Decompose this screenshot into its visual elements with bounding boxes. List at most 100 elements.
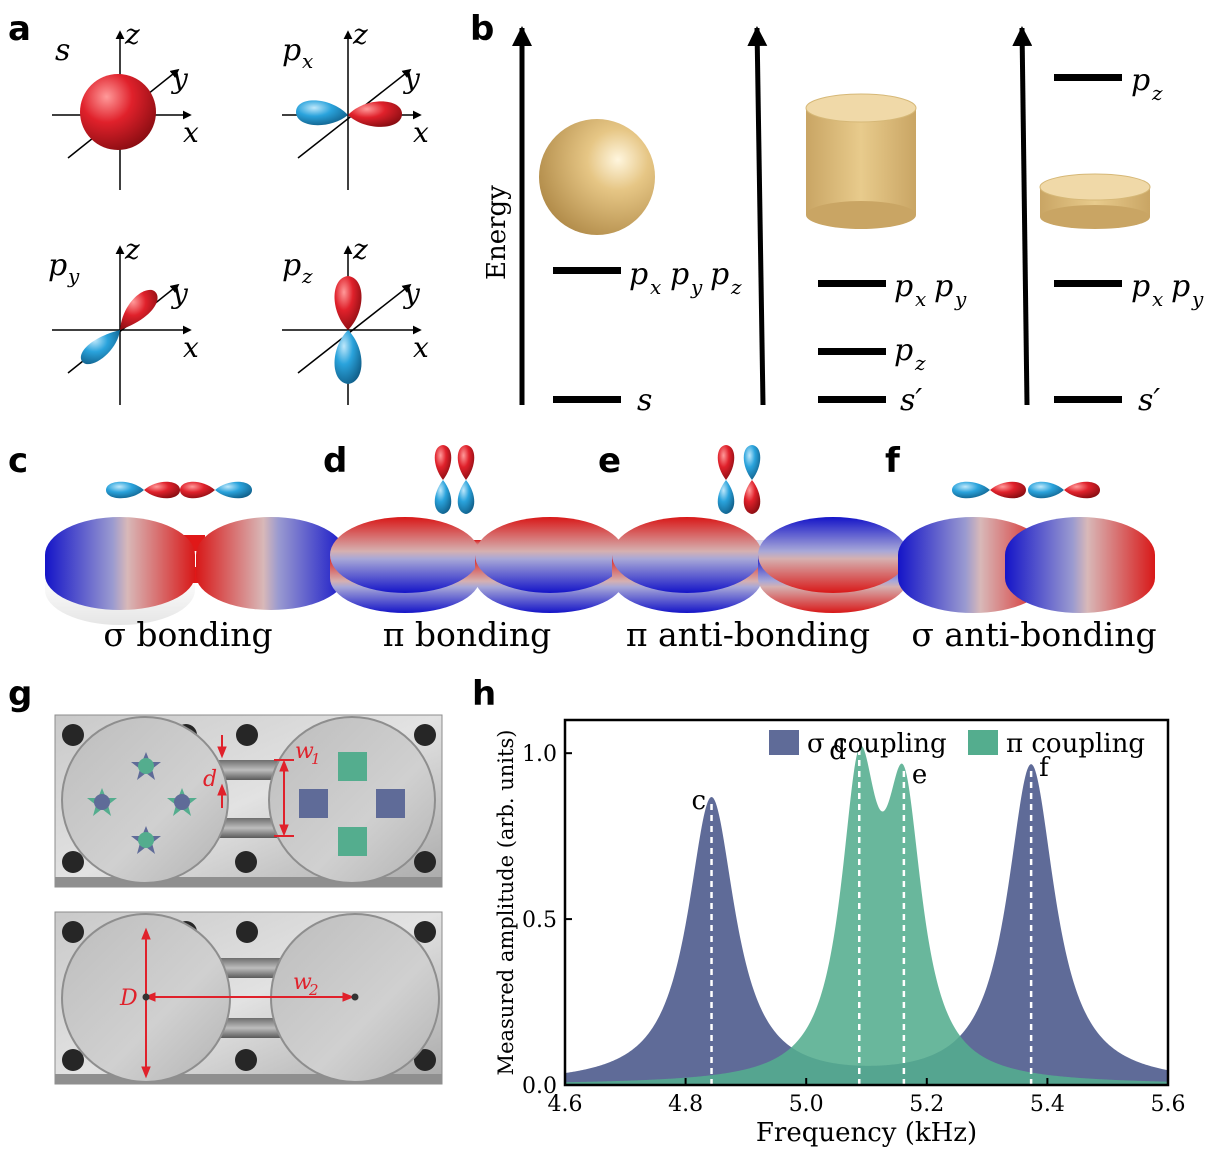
panel-letter-h: h <box>472 674 496 714</box>
pi-square-top <box>338 752 367 781</box>
column-flat-cylinder: p z p x p y s′ <box>1039 63 1204 418</box>
peak-label-c: c <box>692 786 707 816</box>
sigma-square-left <box>299 789 328 818</box>
level-label-pxpy: p <box>894 269 913 304</box>
panel-letter-d: d <box>323 441 347 481</box>
label-w2: w <box>293 970 312 995</box>
level-s-prime <box>1054 396 1122 403</box>
level-p-y: p <box>670 257 689 292</box>
label-d: d <box>203 767 217 792</box>
pi-bonding-orbital-icon <box>434 445 475 514</box>
column-sphere: p x p y p z s <box>539 119 742 418</box>
level-pxpy <box>818 280 886 287</box>
orbital-py-sub: y <box>67 264 80 288</box>
label-w2-sub: 2 <box>308 981 319 999</box>
legend-swatch <box>769 730 799 755</box>
series-area-sigma <box>565 764 1168 1085</box>
pi-antibonding-dimer <box>612 517 908 613</box>
x-tick-label: 5.0 <box>789 1092 824 1117</box>
panel-h: h c d e f 4.6 4.8 5.0 5.2 5.4 5.6 0.0 0.5 1.0 Frequen… <box>472 674 1186 1148</box>
y-axis-label: Measured amplitude (arb. units) <box>494 730 518 1076</box>
axis-x-label: x <box>413 116 429 149</box>
x-tick-label: 4.8 <box>668 1092 703 1117</box>
tall-cylinder-resonator <box>805 93 917 123</box>
panel-letter-g: g <box>8 674 32 714</box>
pz-lobe-negative <box>334 330 362 384</box>
x-axis-label: Frequency (kHz) <box>756 1118 977 1148</box>
caption-sigma-antibonding: σ anti-bonding <box>911 615 1156 654</box>
panel-c: c σ bonding <box>8 441 346 654</box>
level-label-s-prime: s′ <box>1138 383 1160 418</box>
px-lobe-negative <box>296 100 348 126</box>
axis-z-label: z <box>124 233 140 266</box>
pi-square-bottom <box>338 827 367 856</box>
y-tick-label: 0.0 <box>522 1074 557 1099</box>
orbital-s: s z y x <box>52 18 199 190</box>
panel-g: g d <box>8 674 443 1085</box>
peak-label-f: f <box>1039 753 1051 783</box>
label-w1: w <box>295 739 314 764</box>
axis-y-label: y <box>402 62 421 95</box>
x-tick-label: 5.6 <box>1151 1092 1186 1117</box>
level-sub-y: y <box>954 287 967 311</box>
column-tall-cylinder: p x p y p z s′ <box>805 93 967 418</box>
orbital-pz: p z z y x <box>282 233 429 405</box>
panel-d: d π bonding <box>323 441 625 654</box>
label-D: D <box>119 986 138 1011</box>
energy-arrow-2 <box>747 26 768 406</box>
level-sub-z: z <box>1151 81 1163 105</box>
px-lobe-positive <box>348 101 402 127</box>
series-areas <box>565 745 1168 1085</box>
pi-antibonding-orbital-icon <box>717 445 761 514</box>
left-disk <box>45 517 195 593</box>
caption-pi-antibonding: π anti-bonding <box>626 615 870 654</box>
legend-label: π coupling <box>1006 729 1145 759</box>
axis-y-label: y <box>402 277 421 310</box>
level-p-y: p <box>934 269 953 304</box>
sigma-antibonding-dimer <box>898 517 1155 613</box>
x-tick-label: 4.6 <box>548 1092 583 1117</box>
level-sub-y: y <box>690 275 703 299</box>
pi-marker-top <box>131 752 161 780</box>
level-label-pxpy: p <box>1131 269 1150 304</box>
plot-frame <box>563 718 1170 1087</box>
axis-z-label: z <box>124 18 140 51</box>
axis-y-label: y <box>170 62 189 95</box>
axes: 4.6 4.8 5.0 5.2 5.4 5.6 0.0 0.5 1.0 <box>522 742 1186 1117</box>
sigma-marker-left <box>87 788 117 816</box>
x-tick-label: 5.2 <box>909 1092 944 1117</box>
level-pxpypz <box>553 267 621 274</box>
right-disk <box>758 517 908 593</box>
level-s <box>553 396 621 403</box>
axis-x-label: x <box>413 331 429 364</box>
level-p-y: p <box>1171 269 1190 304</box>
x-tick-label: 5.4 <box>1030 1092 1065 1117</box>
left-disk <box>612 517 762 593</box>
peak-label-e: e <box>912 760 927 790</box>
level-label-s: s <box>637 383 652 418</box>
axis-x-label: x <box>183 331 199 364</box>
orbital-pz-sub: z <box>301 264 313 288</box>
sample-plate-bottom: D w 2 <box>54 911 443 1085</box>
y-tick-label: 1.0 <box>522 742 557 767</box>
level-p-z: p <box>710 257 729 292</box>
sigma-square-right <box>376 789 405 818</box>
sigma-marker-right <box>167 788 197 816</box>
label-w1-sub: 1 <box>311 750 321 768</box>
sigma-bonding-orbital-icon <box>106 481 252 499</box>
energy-axis-label: Energy <box>482 185 512 280</box>
orbital-px: p x z y x <box>282 18 429 190</box>
level-pz <box>818 348 886 355</box>
peak-label-d: d <box>829 736 846 766</box>
panel-letter-f: f <box>885 441 901 481</box>
py-lobe-positive <box>120 289 158 330</box>
orbital-s-label: s <box>55 33 70 68</box>
level-sub-x: x <box>650 275 661 299</box>
level-label-pz: p <box>894 333 913 368</box>
caption-pi-bonding: π bonding <box>383 615 551 654</box>
panel-a: a s z y x p x z y x <box>8 9 429 405</box>
py-lobe-negative <box>80 330 120 365</box>
panel-letter-b: b <box>470 9 494 49</box>
level-sub-y: y <box>1191 287 1204 311</box>
